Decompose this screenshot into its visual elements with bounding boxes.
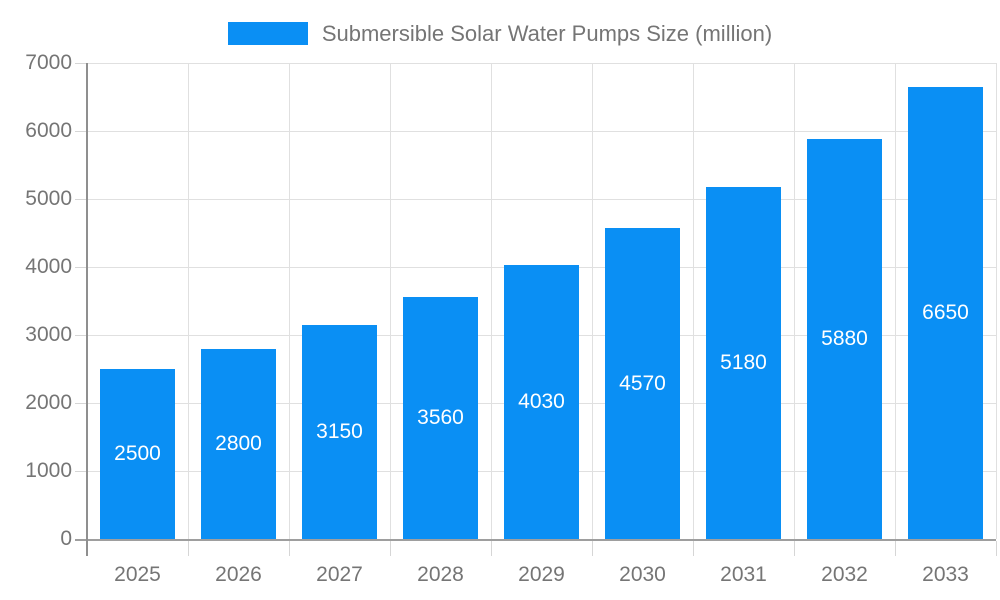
x-gridline [188, 63, 189, 539]
x-axis-label: 2025 [114, 563, 161, 586]
x-axis-label: 2027 [316, 563, 363, 586]
y-axis-label: 3000 [25, 323, 72, 346]
x-axis-label: 2029 [518, 563, 565, 586]
x-axis-tick [693, 541, 694, 556]
x-gridline [592, 63, 593, 539]
y-axis-label: 1000 [25, 459, 72, 482]
x-axis-label: 2030 [619, 563, 666, 586]
y-axis-label: 4000 [25, 255, 72, 278]
bar-value-label: 3560 [417, 405, 464, 429]
y-axis-label: 2000 [25, 391, 72, 414]
x-axis-tick [794, 541, 795, 556]
x-gridline [794, 63, 795, 539]
x-axis-line [75, 539, 996, 541]
x-axis-tick [895, 541, 896, 556]
x-axis-label: 2031 [720, 563, 767, 586]
y-axis-label: 0 [60, 527, 72, 550]
y-gridline [87, 63, 996, 64]
x-gridline [491, 63, 492, 539]
x-axis-tick [491, 541, 492, 556]
x-axis-tick [592, 541, 593, 556]
y-axis-tick [75, 403, 87, 404]
bar-value-label: 2800 [215, 431, 262, 455]
y-axis-tick [75, 63, 87, 64]
x-axis-tick [188, 541, 189, 556]
bar-value-label: 5880 [821, 327, 868, 351]
bar [201, 348, 276, 539]
y-axis-label: 5000 [25, 187, 72, 210]
legend-label: Submersible Solar Water Pumps Size (mill… [321, 21, 773, 46]
y-axis-label: 7000 [25, 51, 72, 74]
x-axis-label: 2026 [215, 563, 262, 586]
bar-value-label: 4570 [619, 371, 666, 395]
bar [403, 296, 478, 539]
bar [100, 369, 175, 539]
x-axis-label: 2032 [821, 563, 868, 586]
x-gridline [390, 63, 391, 539]
x-axis-tick [289, 541, 290, 556]
y-gridline [87, 131, 996, 132]
x-gridline [693, 63, 694, 539]
x-axis-tick [390, 541, 391, 556]
bar-value-label: 2500 [114, 442, 161, 465]
bar-value-label: 6650 [922, 300, 969, 324]
bar [807, 139, 882, 539]
bar [504, 264, 579, 539]
bar-value-label: 3150 [316, 419, 363, 443]
x-gridline [895, 63, 896, 539]
y-gridline [87, 199, 996, 200]
bar-value-label: 4030 [518, 389, 565, 413]
bar [908, 86, 983, 539]
y-axis-label: 6000 [25, 119, 72, 142]
y-axis-tick [75, 335, 87, 336]
x-gridline [996, 63, 997, 539]
y-axis-tick [75, 471, 87, 472]
x-axis-label: 2028 [417, 563, 464, 586]
x-axis-label: 2033 [922, 563, 969, 586]
bar [706, 186, 781, 539]
x-axis-tick [996, 541, 997, 556]
y-axis-tick [75, 131, 87, 132]
legend-swatch [227, 22, 308, 45]
bar [605, 228, 680, 539]
bar [302, 324, 377, 539]
y-axis-tick [75, 199, 87, 200]
y-axis-tick [75, 267, 87, 268]
legend: Submersible Solar Water Pumps Size (mill… [0, 20, 1000, 47]
x-gridline [289, 63, 290, 539]
bar-value-label: 5180 [720, 350, 767, 374]
y-axis-line [86, 63, 88, 556]
